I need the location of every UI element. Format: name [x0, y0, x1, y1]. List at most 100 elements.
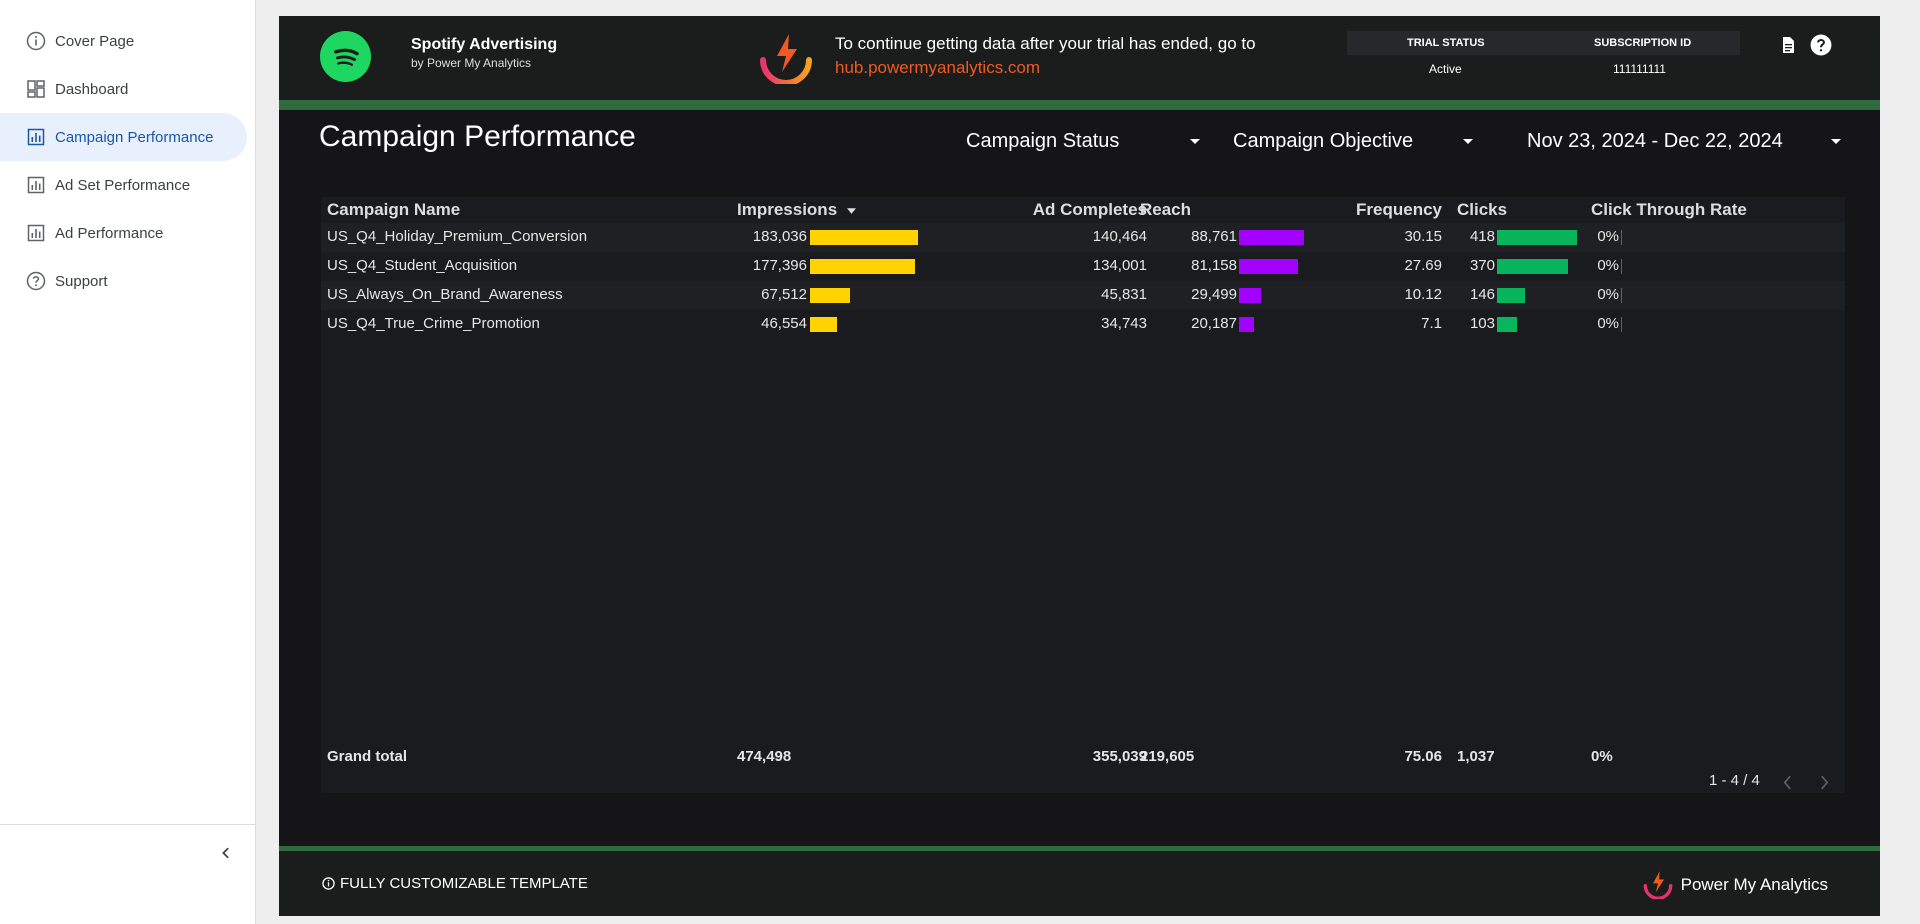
impressions-bar	[810, 259, 915, 274]
trial-message: To continue getting data after your tria…	[835, 32, 1256, 80]
campaign-table: Campaign Name Impressions Ad Completes R…	[321, 197, 1845, 793]
total-reach: 219,605	[1140, 748, 1195, 765]
reach-bar	[1239, 317, 1254, 332]
date-range-picker[interactable]: Nov 23, 2024 - Dec 22, 2024	[1527, 124, 1841, 158]
campaign-objective-label: Campaign Objective	[1233, 129, 1414, 152]
column-header-impressions[interactable]: Impressions	[737, 200, 856, 220]
power-my-analytics-logo-icon	[757, 32, 815, 86]
total-frequency: 75.06	[1404, 748, 1442, 765]
total-impressions: 474,498	[737, 748, 792, 765]
chart-icon	[24, 125, 48, 149]
pagination-label: 1 - 4 / 4	[1709, 772, 1760, 789]
cell-clicks: 370	[1469, 257, 1495, 274]
sidebar-item-label: Dashboard	[55, 80, 129, 98]
trial-link[interactable]: hub.powermyanalytics.com	[835, 58, 1041, 77]
help-icon[interactable]	[1808, 32, 1834, 58]
footer-note: FULLY CUSTOMIZABLE TEMPLATE	[322, 875, 588, 892]
column-header-clicks[interactable]: Clicks	[1457, 200, 1508, 219]
cell-frequency: 7.1	[1421, 315, 1442, 332]
subscription-id-value: 111111111	[1613, 62, 1666, 76]
campaign-objective-filter[interactable]: Campaign Objective	[1233, 124, 1473, 158]
chevron-left-icon[interactable]	[214, 841, 238, 865]
cell-ctr: 0%	[1597, 286, 1619, 303]
chart-icon	[24, 221, 48, 245]
cell-ad-completes: 45,831	[1101, 286, 1147, 303]
ctr-bar	[1621, 230, 1622, 245]
column-header-campaign-name[interactable]: Campaign Name	[327, 200, 461, 219]
spotify-logo-icon	[320, 31, 371, 82]
sidebar-item-ad-performance[interactable]: Ad Performance	[0, 209, 247, 257]
brand-subtitle: by Power My Analytics	[411, 56, 532, 70]
cell-campaign-name: US_Always_On_Brand_Awareness	[327, 286, 563, 303]
sidebar-item-ad-set-performance[interactable]: Ad Set Performance	[0, 161, 247, 209]
next-page-button[interactable]	[1814, 771, 1834, 793]
chart-icon	[24, 173, 48, 197]
caret-down-icon	[1190, 138, 1200, 144]
dashboard-icon	[24, 77, 48, 101]
ctr-bar	[1621, 288, 1622, 303]
footer-brand-text: Power My Analytics	[1680, 874, 1828, 894]
caret-down-icon	[1463, 138, 1473, 144]
campaign-status-label: Campaign Status	[966, 129, 1120, 152]
impressions-bar	[810, 230, 918, 245]
cell-impressions: 67,512	[761, 286, 807, 303]
subscription-id-label: SUBSCRIPTION ID	[1594, 37, 1692, 49]
footer-divider	[279, 846, 1880, 851]
brand-title: Spotify Advertising	[411, 36, 558, 53]
status-header-box: TRIAL STATUS SUBSCRIPTION ID	[1347, 31, 1740, 55]
reach-bar	[1239, 230, 1304, 245]
power-my-analytics-logo-icon	[1643, 871, 1672, 899]
cell-ctr: 0%	[1597, 257, 1619, 274]
document-icon[interactable]	[1775, 32, 1801, 58]
column-header-reach[interactable]: Reach	[1140, 200, 1192, 219]
cell-impressions: 177,396	[752, 257, 807, 274]
cell-campaign-name: US_Q4_True_Crime_Promotion	[327, 315, 540, 332]
sidebar-footer	[0, 824, 256, 924]
sidebar-item-support[interactable]: Support	[0, 257, 247, 305]
trial-status-value: Active	[1429, 62, 1462, 76]
column-header-ad-completes[interactable]: Ad Completes	[1032, 200, 1147, 219]
report-footer: FULLY CUSTOMIZABLE TEMPLATE Power My Ana…	[279, 851, 1880, 916]
impressions-bar	[810, 288, 850, 303]
ctr-bar	[1621, 259, 1622, 274]
ctr-bar	[1621, 317, 1622, 332]
report-canvas: Spotify Advertising by Power My Analytic…	[279, 16, 1880, 916]
cell-ctr: 0%	[1597, 315, 1619, 332]
table-row[interactable]: US_Always_On_Brand_Awareness 67,512 45,831…	[321, 281, 1845, 310]
sort-desc-icon	[846, 207, 856, 214]
help-icon	[24, 269, 48, 293]
column-header-ctr[interactable]: Click Through Rate	[1591, 200, 1747, 219]
info-icon	[322, 877, 335, 890]
cell-reach: 20,187	[1191, 315, 1237, 332]
cell-impressions: 46,554	[761, 315, 807, 332]
total-clicks: 1,037	[1457, 748, 1495, 765]
sidebar-item-cover-page[interactable]: Cover Page	[0, 17, 247, 65]
report-header: Spotify Advertising by Power My Analytic…	[279, 16, 1880, 100]
cell-impressions: 183,036	[752, 228, 807, 245]
page-nav: Cover Page Dashboard Campaign Performanc…	[0, 0, 255, 305]
table-row[interactable]: US_Q4_Student_Acquisition 177,396 134,001 8…	[321, 252, 1845, 281]
cell-ad-completes: 140,464	[1092, 228, 1147, 245]
sidebar-item-label: Campaign Performance	[55, 128, 214, 146]
table-row[interactable]: US_Q4_True_Crime_Promotion 46,554 34,743 20…	[321, 310, 1845, 339]
cell-frequency: 27.69	[1404, 257, 1442, 274]
clicks-bar	[1497, 259, 1568, 274]
previous-page-button[interactable]	[1777, 771, 1797, 793]
cell-clicks: 418	[1469, 228, 1495, 245]
chevron-left-icon	[1783, 775, 1791, 789]
sidebar-item-dashboard[interactable]: Dashboard	[0, 65, 247, 113]
campaign-status-filter[interactable]: Campaign Status	[966, 124, 1200, 158]
reach-bar	[1239, 288, 1261, 303]
column-header-frequency[interactable]: Frequency	[1356, 200, 1442, 219]
sidebar: Cover Page Dashboard Campaign Performanc…	[0, 0, 256, 924]
footer-note-text: FULLY CUSTOMIZABLE TEMPLATE	[340, 875, 588, 892]
header-divider	[279, 100, 1880, 110]
sidebar-item-campaign-performance[interactable]: Campaign Performance	[0, 113, 247, 161]
trial-status-label: TRIAL STATUS	[1407, 37, 1485, 49]
sidebar-item-label: Support	[55, 272, 108, 290]
cell-campaign-name: US_Q4_Student_Acquisition	[327, 257, 518, 274]
table-header: Campaign Name Impressions Ad Completes R…	[321, 197, 1845, 223]
cell-campaign-name: US_Q4_Holiday_Premium_Conversion	[327, 228, 588, 245]
footer-brand: Power My Analytics	[1642, 870, 1828, 899]
table-row[interactable]: US_Q4_Holiday_Premium_Conversion 183,036 1…	[321, 223, 1845, 252]
